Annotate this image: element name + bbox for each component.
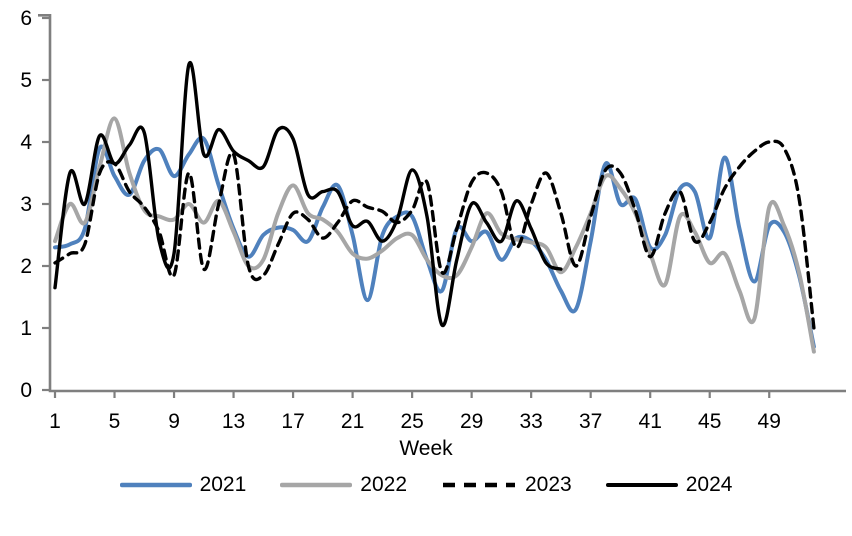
legend-item-2024: 2024 xyxy=(605,473,733,497)
x-tick-label: 45 xyxy=(698,410,721,433)
y-tick-label: 5 xyxy=(20,69,32,92)
x-tick-label: 17 xyxy=(281,410,304,433)
legend-label-2021: 2021 xyxy=(199,473,247,496)
x-tick-label: 1 xyxy=(49,410,61,433)
x-tick-label: 13 xyxy=(222,410,245,433)
legend-line-2021-icon xyxy=(119,482,192,488)
x-tick-label: 41 xyxy=(639,410,662,433)
y-tick-label: 6 xyxy=(20,7,32,30)
legend-line-2023-icon xyxy=(443,482,515,488)
x-tick-label: 37 xyxy=(579,410,602,433)
y-tick-label: 3 xyxy=(20,193,32,216)
series-line-2024 xyxy=(53,60,563,328)
legend-item-2023: 2023 xyxy=(441,473,572,497)
x-tick-label: 33 xyxy=(519,410,542,433)
series-line-2023 xyxy=(53,139,816,330)
legend-label-2024: 2024 xyxy=(685,473,733,496)
x-axis-title: Week xyxy=(399,437,453,460)
x-tick-label: 21 xyxy=(341,410,364,433)
x-tick-label: 29 xyxy=(460,410,483,433)
chart-legend: 2021 2022 2023 2024 xyxy=(0,473,852,497)
y-tick-label: 2 xyxy=(20,255,32,278)
legend-label-2022: 2022 xyxy=(360,473,407,496)
x-tick-label: 5 xyxy=(109,410,121,433)
y-tick-label: 1 xyxy=(20,317,32,340)
legend-label-2023: 2023 xyxy=(525,473,572,496)
legend-line-2022-icon xyxy=(280,482,353,488)
y-tick-label: 0 xyxy=(20,379,32,402)
x-tick-label: 25 xyxy=(400,410,423,433)
legend-item-2022: 2022 xyxy=(280,473,407,497)
legend-item-2021: 2021 xyxy=(119,473,247,497)
legend-line-2024-icon xyxy=(605,483,678,487)
x-tick-label: 9 xyxy=(168,410,180,433)
y-tick-label: 4 xyxy=(20,131,32,154)
x-tick-label: 49 xyxy=(758,410,781,433)
